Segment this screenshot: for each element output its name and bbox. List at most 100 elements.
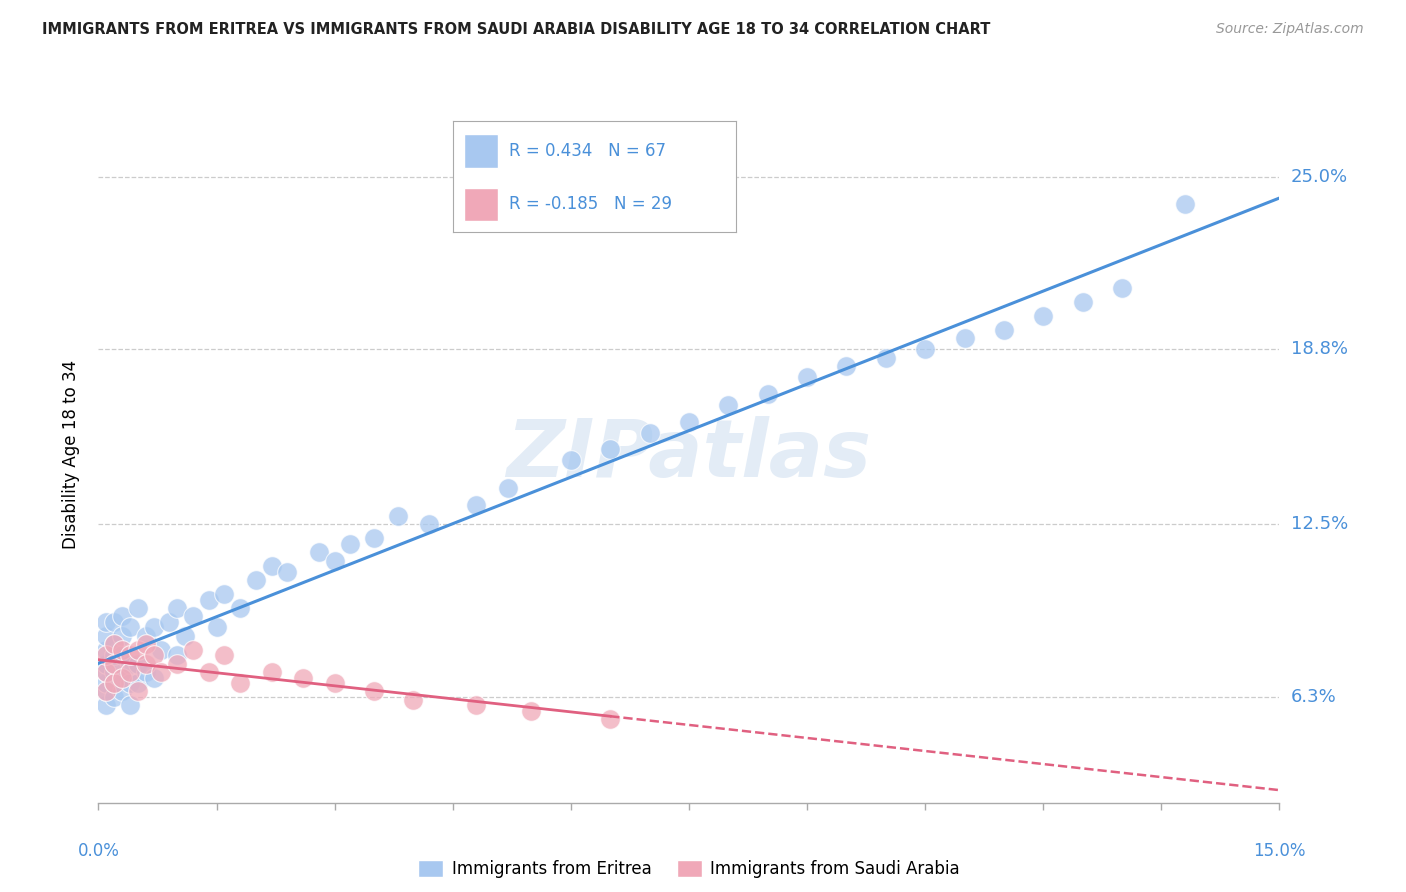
Point [339, 537, 361, 551]
Point [103, 665, 125, 679]
Point [214, 648, 236, 663]
Point [1032, 309, 1054, 323]
Point [103, 676, 125, 690]
Point [96, 665, 118, 679]
Point [96, 665, 118, 679]
Point [197, 592, 219, 607]
Point [111, 684, 134, 698]
Text: 15.0%: 15.0% [1253, 842, 1306, 860]
Point [418, 517, 440, 532]
Point [118, 665, 141, 679]
Point [387, 509, 409, 524]
Point [402, 693, 425, 707]
Point [717, 398, 740, 412]
Point [157, 615, 180, 629]
Point [1071, 294, 1094, 309]
Point [835, 359, 858, 373]
Point [135, 637, 157, 651]
Point [638, 425, 661, 440]
Point [678, 415, 700, 429]
Point [292, 671, 315, 685]
Text: 18.8%: 18.8% [1291, 340, 1347, 359]
Point [111, 629, 134, 643]
Point [118, 676, 141, 690]
Point [1174, 197, 1197, 211]
Point [465, 498, 488, 512]
Point [174, 629, 197, 643]
Point [260, 665, 283, 679]
Point [111, 609, 134, 624]
Point [142, 671, 165, 685]
Point [181, 642, 204, 657]
Point [127, 684, 149, 698]
Point [323, 554, 346, 568]
Point [118, 620, 141, 634]
Point [363, 684, 385, 698]
Point [166, 601, 188, 615]
Text: 6.3%: 6.3% [1291, 688, 1336, 706]
Point [135, 657, 157, 671]
Point [96, 698, 118, 713]
Point [96, 629, 118, 643]
Point [214, 587, 236, 601]
Point [150, 642, 173, 657]
Text: 25.0%: 25.0% [1291, 168, 1348, 186]
Point [103, 690, 125, 704]
Y-axis label: Disability Age 18 to 34: Disability Age 18 to 34 [62, 360, 80, 549]
Legend: Immigrants from Eritrea, Immigrants from Saudi Arabia: Immigrants from Eritrea, Immigrants from… [412, 854, 966, 885]
Text: 12.5%: 12.5% [1291, 516, 1348, 533]
Point [205, 620, 228, 634]
Point [599, 442, 621, 457]
Point [197, 665, 219, 679]
Point [135, 665, 157, 679]
Point [111, 671, 134, 685]
Point [166, 657, 188, 671]
Point [96, 684, 118, 698]
Point [599, 712, 621, 726]
Point [181, 609, 204, 624]
Point [229, 676, 252, 690]
Point [276, 565, 298, 579]
Point [520, 704, 543, 718]
Point [96, 657, 118, 671]
Point [103, 657, 125, 671]
Text: ZIPatlas: ZIPatlas [506, 416, 872, 494]
Point [103, 648, 125, 663]
Point [150, 665, 173, 679]
Point [118, 657, 141, 671]
Point [465, 698, 488, 713]
Point [166, 648, 188, 663]
Text: Source: ZipAtlas.com: Source: ZipAtlas.com [1216, 22, 1364, 37]
Point [103, 637, 125, 651]
Point [127, 676, 149, 690]
Point [103, 637, 125, 651]
Point [96, 615, 118, 629]
Point [111, 671, 134, 685]
Point [96, 676, 118, 690]
Point [756, 386, 779, 401]
Point [796, 370, 818, 384]
Point [914, 342, 936, 356]
Point [103, 615, 125, 629]
Point [308, 545, 330, 559]
Point [993, 323, 1015, 337]
Point [127, 657, 149, 671]
Point [260, 559, 283, 574]
Point [953, 331, 976, 345]
Point [118, 648, 141, 663]
Point [1111, 281, 1133, 295]
Point [111, 642, 134, 657]
Point [135, 629, 157, 643]
Point [323, 676, 346, 690]
Point [111, 648, 134, 663]
Point [245, 573, 267, 587]
Point [560, 453, 582, 467]
Point [96, 642, 118, 657]
Point [127, 642, 149, 657]
Point [118, 698, 141, 713]
Text: 0.0%: 0.0% [77, 842, 120, 860]
Point [127, 601, 149, 615]
Point [363, 532, 385, 546]
Text: IMMIGRANTS FROM ERITREA VS IMMIGRANTS FROM SAUDI ARABIA DISABILITY AGE 18 TO 34 : IMMIGRANTS FROM ERITREA VS IMMIGRANTS FR… [42, 22, 991, 37]
Point [229, 601, 252, 615]
